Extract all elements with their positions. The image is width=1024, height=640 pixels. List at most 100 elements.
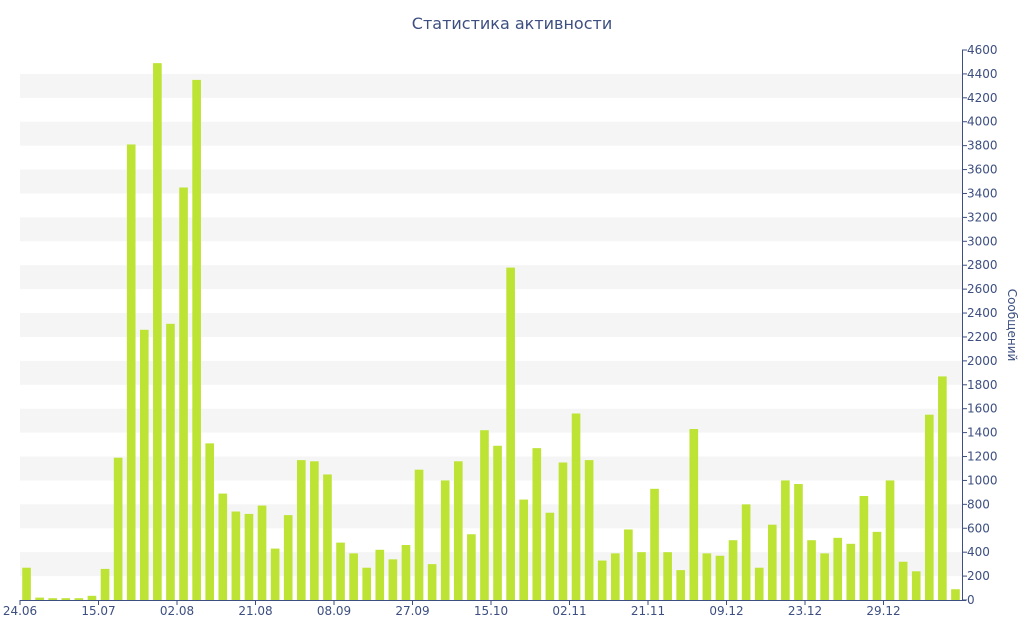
bar bbox=[414, 469, 424, 600]
bar bbox=[349, 553, 358, 600]
bar bbox=[35, 597, 44, 600]
bar bbox=[453, 461, 463, 600]
grid-band bbox=[20, 217, 962, 242]
bar bbox=[296, 460, 306, 600]
bar bbox=[767, 524, 777, 600]
x-tick-label: 15.10 bbox=[474, 604, 508, 618]
bar bbox=[584, 460, 594, 600]
bar bbox=[754, 567, 764, 600]
bar bbox=[519, 499, 529, 600]
bar bbox=[859, 495, 869, 600]
y-tick-label: 1800 bbox=[967, 378, 998, 392]
bar bbox=[951, 589, 960, 600]
bar bbox=[61, 598, 71, 600]
y-tick-label: 0 bbox=[967, 593, 975, 607]
x-tick-label: 21.08 bbox=[238, 604, 272, 618]
grid-band bbox=[20, 360, 962, 385]
bar bbox=[624, 529, 633, 600]
bar bbox=[911, 571, 921, 600]
bar bbox=[270, 548, 280, 600]
bar bbox=[781, 480, 790, 600]
bar bbox=[467, 534, 476, 600]
bar bbox=[728, 540, 738, 600]
y-tick-label: 3400 bbox=[967, 186, 998, 200]
bar bbox=[440, 480, 450, 600]
y-tick-label: 3600 bbox=[967, 163, 998, 177]
y-tick-label: 600 bbox=[967, 521, 990, 535]
y-tick-label: 4000 bbox=[967, 115, 998, 129]
y-tick-label: 2000 bbox=[967, 354, 998, 368]
y-tick-label: 3800 bbox=[967, 139, 998, 153]
bar bbox=[532, 448, 542, 600]
bar bbox=[872, 531, 882, 600]
y-tick-label: 400 bbox=[967, 545, 990, 559]
y-tick-label: 800 bbox=[967, 497, 990, 511]
grid-band bbox=[20, 552, 962, 577]
y-tick-label: 4400 bbox=[967, 67, 998, 81]
x-tick-label: 29.12 bbox=[866, 604, 900, 618]
y-axis-title: Сообщений bbox=[1005, 289, 1019, 362]
y-tick-label: 2600 bbox=[967, 282, 998, 296]
grid-band bbox=[20, 265, 962, 290]
bar bbox=[571, 413, 581, 600]
grid-band bbox=[20, 121, 962, 146]
bar bbox=[87, 595, 97, 600]
x-tick-label: 21.11 bbox=[631, 604, 665, 618]
y-tick-label: 1600 bbox=[967, 402, 998, 416]
grid-bands bbox=[20, 73, 962, 577]
bar bbox=[231, 511, 241, 600]
y-tick-label: 4600 bbox=[967, 43, 998, 57]
bar bbox=[741, 504, 751, 600]
bar bbox=[807, 540, 816, 600]
y-tick-label: 1000 bbox=[967, 473, 998, 487]
bar bbox=[689, 429, 699, 600]
bar bbox=[663, 552, 672, 600]
bar bbox=[283, 515, 293, 600]
bar bbox=[100, 568, 110, 600]
bar bbox=[676, 570, 686, 600]
bar bbox=[205, 443, 215, 600]
bar bbox=[938, 376, 947, 600]
bar bbox=[139, 329, 149, 600]
y-tick-label: 2200 bbox=[967, 330, 998, 344]
grid-band bbox=[20, 313, 962, 337]
bar bbox=[388, 559, 398, 600]
x-tick-label: 09.12 bbox=[709, 604, 743, 618]
bar bbox=[218, 493, 228, 600]
y-axis-ticks: 0 200 400 600 800 1000 1200 1400 1600 1800 2000 220… bbox=[962, 43, 998, 607]
bar bbox=[22, 567, 31, 600]
y-tick-label: 4200 bbox=[967, 91, 998, 105]
bar bbox=[506, 267, 515, 600]
bar bbox=[898, 561, 908, 600]
bar bbox=[153, 63, 162, 601]
bar bbox=[192, 79, 201, 601]
bar bbox=[375, 549, 385, 600]
bar bbox=[715, 555, 725, 600]
y-tick-label: 1400 bbox=[967, 426, 998, 440]
grid-band bbox=[20, 408, 962, 433]
bar bbox=[257, 505, 267, 600]
bar bbox=[323, 474, 332, 600]
bar bbox=[610, 553, 620, 600]
y-tick-label: 2800 bbox=[967, 258, 998, 272]
grid-band bbox=[20, 456, 962, 481]
x-axis-ticks: 24.06 15.07 02.08 21.08 08.09 27.09 15.10 02.11… bbox=[3, 600, 901, 618]
bar-series bbox=[22, 63, 960, 601]
bar bbox=[401, 545, 411, 600]
bar bbox=[820, 553, 829, 600]
bar bbox=[480, 430, 489, 600]
x-tick-label: 23.12 bbox=[788, 604, 822, 618]
bar bbox=[493, 445, 502, 600]
bar bbox=[637, 552, 646, 600]
bar bbox=[427, 564, 437, 600]
bar bbox=[336, 542, 345, 600]
x-tick-label: 24.06 bbox=[3, 604, 37, 618]
y-tick-label: 3000 bbox=[967, 234, 998, 248]
bar bbox=[794, 484, 803, 600]
grid-band bbox=[20, 504, 962, 529]
bar bbox=[702, 553, 712, 600]
bar bbox=[885, 480, 895, 600]
bar bbox=[113, 457, 123, 600]
bar bbox=[558, 462, 568, 600]
